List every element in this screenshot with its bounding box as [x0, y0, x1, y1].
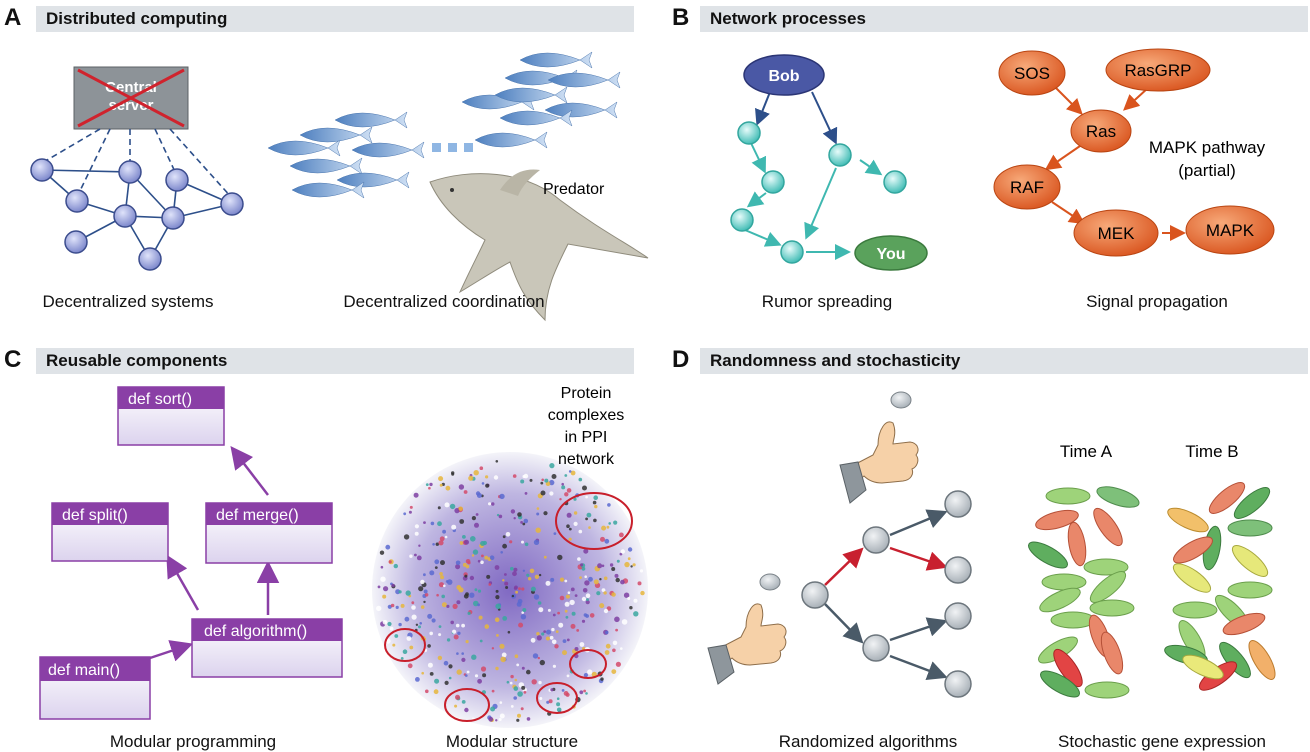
caption-decentralized-coordination: Decentralized coordination	[343, 292, 545, 311]
svg-text:network: network	[558, 451, 615, 468]
coin-flip-hand-top	[839, 391, 919, 504]
panel-a-title: Distributed computing	[36, 6, 634, 32]
sos-node: SOS	[998, 50, 1066, 96]
pathway-edges	[1044, 87, 1186, 241]
fish-school-left	[267, 111, 425, 199]
raf-node: RAF	[993, 164, 1061, 210]
code-boxes: def sort() def split() def merge() def a…	[39, 386, 343, 720]
ras-node: Ras	[1070, 109, 1132, 153]
svg-text:def algorithm(): def algorithm()	[204, 623, 307, 640]
rumor-edges	[744, 91, 883, 260]
svg-text:def split(): def split()	[62, 507, 128, 524]
pathway-label-2: (partial)	[1178, 161, 1236, 180]
code-arrows	[149, 446, 280, 662]
svg-text:MEK: MEK	[1098, 224, 1136, 243]
mek-node: MEK	[1073, 209, 1159, 257]
panel-d-title: Randomness and stochasticity	[700, 348, 1308, 374]
panel-c-letter: C	[4, 346, 22, 373]
caption-modular-structure: Modular structure	[445, 732, 579, 751]
svg-text:complexes: complexes	[548, 407, 624, 424]
caption-modular-programming: Modular programming	[109, 732, 277, 751]
caption-decentralized-systems: Decentralized systems	[42, 292, 214, 311]
svg-text:You: You	[876, 246, 905, 263]
gene-expression-time-a	[1028, 486, 1140, 699]
pathway-label-1: MAPK pathway	[1149, 138, 1266, 157]
svg-text:RasGRP: RasGRP	[1124, 61, 1191, 80]
ppi-label: Protein complexes in PPI network	[548, 385, 624, 468]
panel-a-letter: A	[4, 4, 22, 31]
svg-text:RAF: RAF	[1010, 178, 1044, 197]
def-sort-box: def sort()	[117, 386, 225, 446]
caption-stochastic-gene-expression: Stochastic gene expression	[1058, 732, 1266, 751]
network-nodes	[30, 158, 244, 271]
rumor-nodes	[730, 121, 907, 264]
def-merge-box: def merge()	[205, 502, 333, 564]
coin-flip-hand-bottom	[707, 573, 787, 685]
time-a-label: Time A	[1060, 442, 1113, 461]
svg-text:def merge(): def merge()	[216, 507, 299, 524]
svg-text:Ras: Ras	[1086, 122, 1116, 141]
shark-icon	[429, 169, 649, 322]
svg-text:def main(): def main()	[48, 662, 120, 679]
panel-b-letter: B	[672, 4, 690, 31]
pathway-nodes: SOS RasGRP Ras RAF MEK MAPK	[993, 48, 1275, 257]
def-algorithm-box: def algorithm()	[191, 618, 343, 678]
mapk-node: MAPK	[1185, 205, 1275, 255]
def-split-box: def split()	[51, 502, 169, 562]
predator-label: Predator	[543, 181, 605, 198]
svg-text:Bob: Bob	[768, 68, 799, 85]
central-server: Central server	[73, 66, 189, 130]
svg-text:SOS: SOS	[1014, 64, 1050, 83]
svg-text:in PPI: in PPI	[565, 429, 608, 446]
ppi-network	[372, 452, 648, 728]
panel-c-title: Reusable components	[36, 348, 634, 374]
panel-b-title: Network processes	[700, 6, 1308, 32]
fish-school-right	[461, 51, 621, 149]
bob-node: Bob	[743, 54, 825, 96]
gene-expression-time-b	[1164, 482, 1276, 691]
ellipsis-dots	[432, 143, 473, 152]
random-tree-nodes	[801, 490, 972, 698]
def-main-box: def main()	[39, 656, 151, 720]
caption-signal-propagation: Signal propagation	[1086, 292, 1228, 311]
panel-d-letter: D	[672, 346, 690, 373]
server-label-line-2: server	[108, 97, 153, 114]
svg-text:MAPK: MAPK	[1206, 221, 1255, 240]
svg-text:def sort(): def sort()	[128, 391, 192, 408]
caption-rumor-spreading: Rumor spreading	[761, 292, 893, 311]
rasgrp-node: RasGRP	[1105, 48, 1211, 92]
random-tree-edges	[824, 509, 948, 681]
caption-randomized-algorithms: Randomized algorithms	[778, 732, 958, 751]
you-node: You	[854, 235, 928, 271]
svg-text:Protein: Protein	[561, 385, 612, 402]
time-b-label: Time B	[1185, 442, 1238, 461]
